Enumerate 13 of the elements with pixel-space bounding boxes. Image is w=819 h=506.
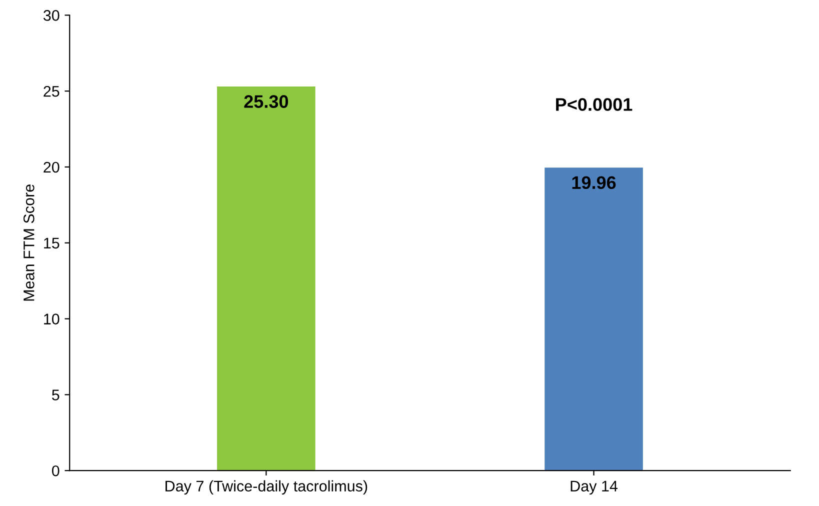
data-label: 25.30	[244, 95, 288, 108]
y-tick-label: 15	[44, 238, 60, 249]
y-tick-label: 30	[43, 10, 60, 21]
y-tick-label: 5	[52, 390, 60, 400]
annotation: P<0.0001	[556, 98, 632, 111]
x-tick-label: Day 14	[570, 480, 618, 495]
y-axis-title: Mean FTM Score	[24, 184, 34, 301]
y-tick-label: 10	[44, 314, 60, 324]
y-tick-label: 0	[52, 465, 60, 476]
x-tick-label: Day 7 (Twice-daily tacrolimus)	[166, 480, 368, 495]
y-tick-label: 25	[44, 86, 60, 97]
data-label: 19.96	[572, 176, 616, 190]
y-tick-label: 20	[44, 162, 60, 173]
